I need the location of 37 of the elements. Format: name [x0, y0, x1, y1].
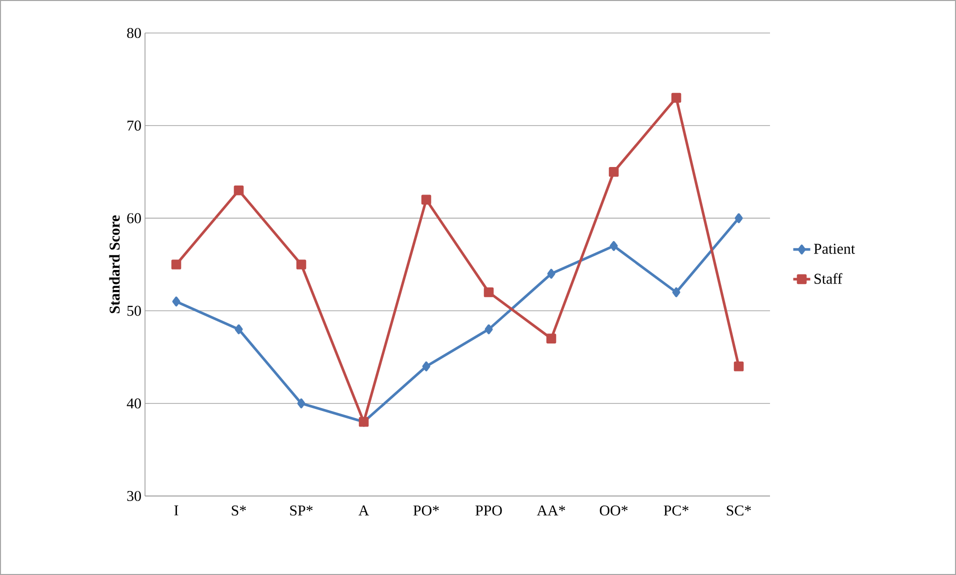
point	[546, 334, 556, 344]
point	[484, 324, 493, 334]
x-tick-label: OO*	[600, 506, 628, 516]
y-tick-label: 80	[127, 28, 141, 38]
point	[671, 92, 682, 103]
x-tick-label: PPO	[475, 506, 502, 516]
y-tick-label: 30	[127, 490, 141, 502]
x-tick-label: PC*	[664, 506, 688, 516]
point	[234, 186, 244, 196]
x-tick-label: I	[174, 506, 178, 516]
y-tick-label: 70	[128, 120, 141, 131]
point	[734, 213, 743, 224]
point	[234, 324, 243, 334]
y-tick-label: 60	[127, 213, 141, 224]
point	[171, 260, 182, 270]
x-tick-label: PO*	[413, 506, 439, 516]
x-tick-label: A	[358, 506, 370, 516]
point	[547, 268, 556, 279]
y-tick-label: 40	[126, 398, 141, 408]
point	[421, 194, 432, 205]
point	[484, 287, 494, 298]
x-tick-label: S*	[232, 506, 246, 516]
point	[672, 287, 680, 298]
point	[296, 260, 306, 270]
x-tick-label: SP*	[290, 506, 313, 516]
point	[610, 241, 618, 251]
point	[734, 361, 744, 372]
legend-label: Staff	[814, 273, 842, 284]
x-tick-label: AA*	[536, 506, 566, 516]
y-tick-label: 50	[127, 306, 141, 316]
x-tick-label: SC*	[726, 506, 751, 516]
point	[172, 296, 180, 306]
point	[297, 398, 306, 408]
y-axis-title: Standard Score	[109, 215, 120, 314]
legend-label: Patient	[814, 244, 855, 254]
point	[608, 166, 619, 177]
point	[422, 361, 430, 372]
